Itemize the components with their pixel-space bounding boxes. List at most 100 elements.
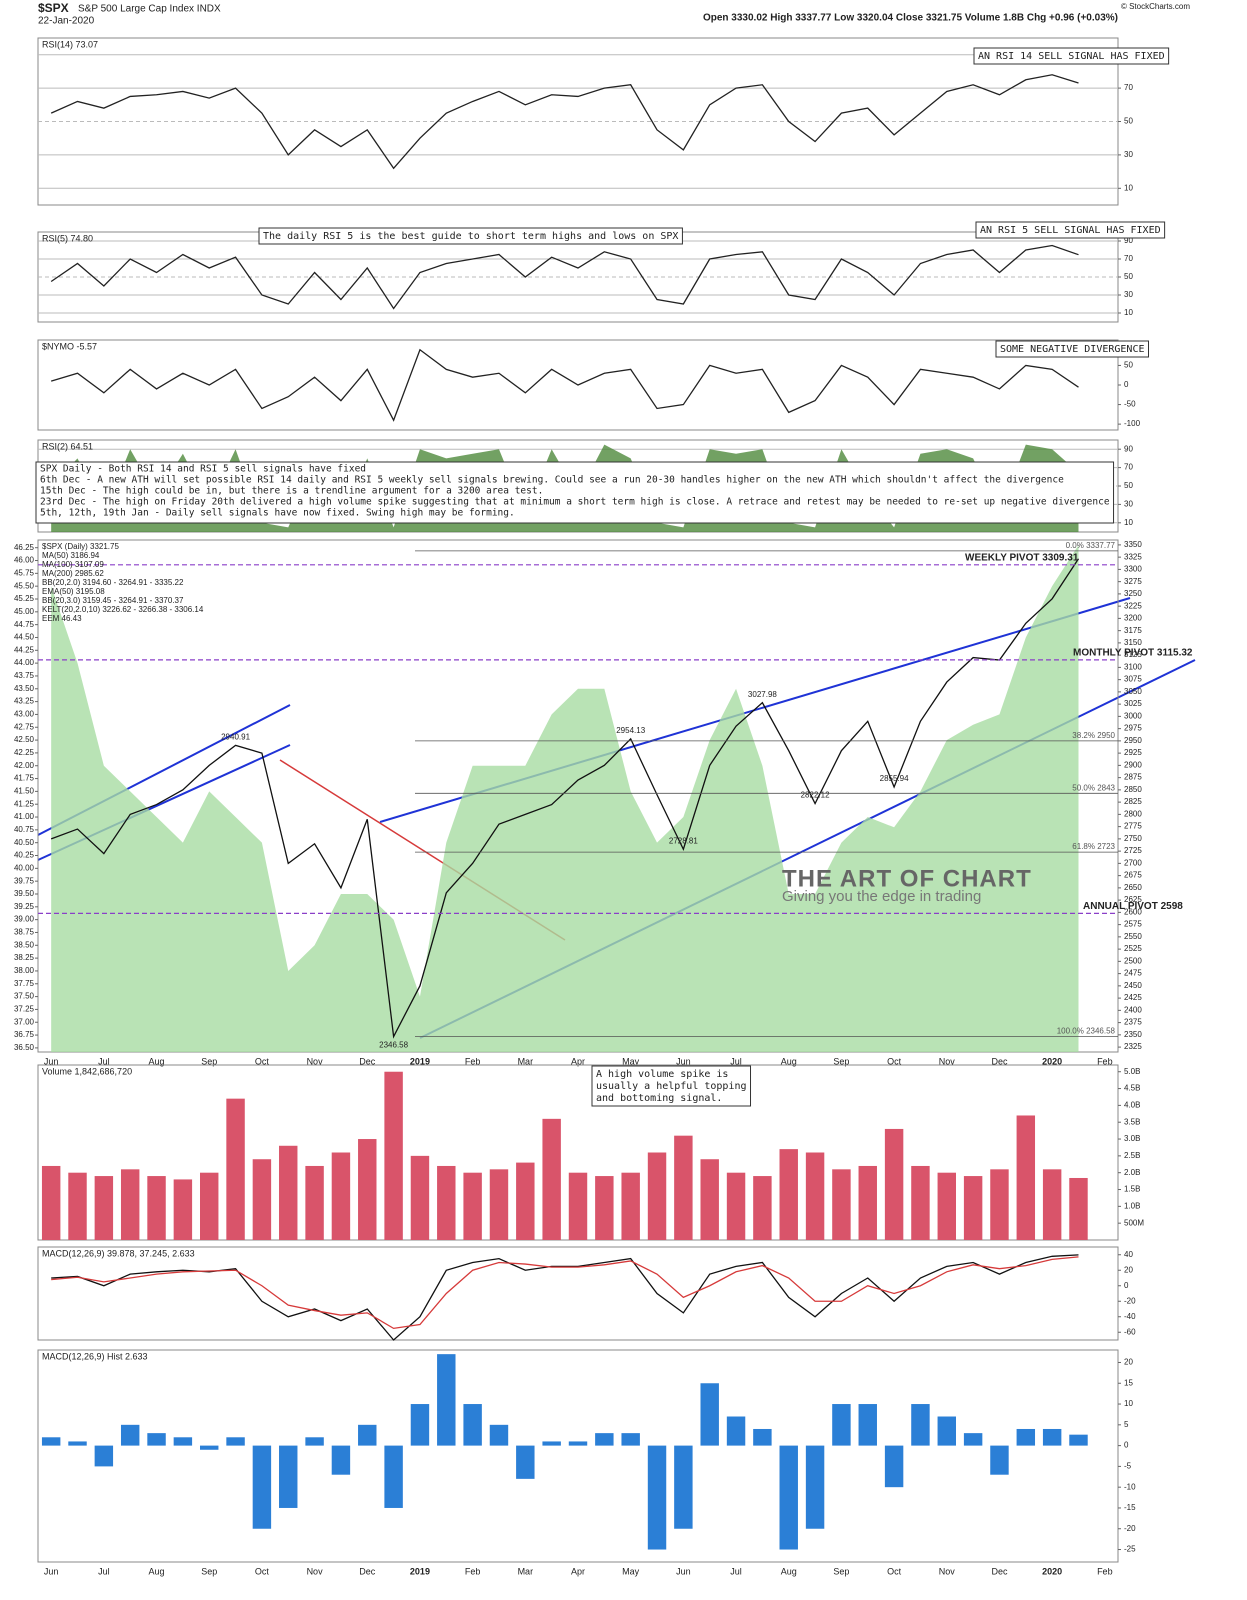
y-tick-label: 3200 (1124, 614, 1142, 623)
x-tick-label: Sep (201, 1566, 217, 1576)
panel-title: Volume 1,842,686,720 (42, 1066, 132, 1076)
bar (200, 1445, 219, 1450)
y-tick-label: 2750 (1124, 834, 1142, 843)
annotation: and bottoming signal. (596, 1093, 722, 1104)
y-tick-label: 10 (1124, 1399, 1133, 1408)
legend-entry: MA(50) 3186.94 (42, 551, 100, 560)
bar (1069, 1434, 1088, 1446)
x-tick-label: Feb (465, 1056, 481, 1066)
bar (384, 1445, 403, 1508)
y2-tick-label: 38.25 (14, 953, 35, 962)
y2-tick-label: 41.75 (14, 774, 35, 783)
y-tick-label: 0 (1124, 1441, 1129, 1450)
y2-tick-label: 38.75 (14, 928, 35, 937)
y2-tick-label: 37.75 (14, 979, 35, 988)
x-tick-label: Jun (676, 1566, 691, 1576)
y2-tick-label: 39.25 (14, 902, 35, 911)
x-tick-label: 2020 (1042, 1566, 1062, 1576)
annotation-box (973, 47, 1170, 65)
y-tick-label: 2575 (1124, 920, 1142, 929)
y-tick-label: 10 (1124, 308, 1133, 317)
bar (41, 1437, 61, 1446)
bar (94, 1176, 114, 1240)
bar (858, 1404, 877, 1446)
y-tick-label: 4.5B (1124, 1084, 1140, 1093)
bar (937, 1172, 956, 1240)
bar (120, 1424, 140, 1446)
y2-tick-label: 44.25 (14, 645, 35, 654)
line (50, 74, 1079, 170)
data-label: 2822.12 (801, 791, 830, 800)
credit: © StockCharts.com (1121, 2, 1190, 11)
y-tick-label: 2700 (1124, 858, 1142, 867)
bar (437, 1354, 456, 1446)
y-tick-label: 2450 (1124, 981, 1142, 990)
y2-tick-label: 39.75 (14, 876, 35, 885)
y-tick-label: 3125 (1124, 650, 1142, 659)
y-tick-label: -100 (1124, 419, 1141, 428)
x-tick-label: May (622, 1566, 640, 1576)
x-tick-label: Oct (887, 1056, 902, 1066)
bar (305, 1437, 324, 1446)
y2-tick-label: 45.50 (14, 581, 35, 590)
bar (963, 1176, 983, 1240)
annotation-box (995, 340, 1149, 358)
bar (252, 1159, 272, 1240)
bar (726, 1416, 746, 1446)
bar (516, 1162, 535, 1240)
y-tick-label: 30 (1124, 290, 1133, 299)
y-tick-label: -25 (1124, 1545, 1136, 1554)
bar (858, 1165, 877, 1240)
bar (647, 1152, 667, 1240)
y-tick-label: 2775 (1124, 822, 1142, 831)
y-tick-label: 3150 (1124, 638, 1142, 647)
x-tick-label: Jul (98, 1566, 110, 1576)
legend-entry: MA(200) 2985.62 (42, 569, 104, 578)
y-tick-label: 70 (1124, 463, 1133, 472)
bar (331, 1445, 351, 1475)
bar (674, 1135, 693, 1240)
y2-tick-label: 39.00 (14, 915, 35, 924)
y2-tick-label: 40.50 (14, 838, 35, 847)
x-tick-label: 2019 (410, 1056, 430, 1066)
bar (937, 1416, 956, 1446)
bar (463, 1404, 482, 1446)
bar (990, 1445, 1009, 1475)
y-tick-label: 2925 (1124, 748, 1142, 757)
bar (1016, 1428, 1036, 1446)
y2-tick-label: 37.25 (14, 1005, 35, 1014)
bar (279, 1445, 298, 1508)
note-line: SPX Daily - Both RSI 14 and RSI 5 sell s… (40, 464, 366, 475)
x-tick-label: Oct (887, 1566, 902, 1576)
area (51, 545, 1079, 1052)
y-tick-label: 10 (1124, 518, 1133, 527)
bar (595, 1176, 614, 1240)
y-tick-label: 2350 (1124, 1030, 1142, 1039)
symbol: $SPX (38, 1, 69, 15)
notes-box (35, 461, 1115, 524)
y-tick-label: 70 (1124, 254, 1133, 263)
bar (1042, 1428, 1062, 1446)
y2-tick-label: 42.25 (14, 748, 35, 757)
x-tick-label: Aug (149, 1056, 165, 1066)
panel-title: MACD(12,26,9) Hist 2.633 (42, 1351, 148, 1361)
watermark: Giving you the edge in trading (782, 888, 981, 905)
y-tick-label: 3300 (1124, 565, 1142, 574)
y2-tick-label: 44.75 (14, 620, 35, 629)
bar (832, 1169, 851, 1240)
y-tick-label: 20 (1124, 1358, 1133, 1367)
y2-tick-label: 40.25 (14, 851, 35, 860)
bar (753, 1176, 772, 1240)
x-tick-label: Jul (730, 1566, 742, 1576)
y-tick-label: 2.5B (1124, 1151, 1140, 1160)
y2-tick-label: 39.50 (14, 889, 35, 898)
y-tick-label: 5.0B (1124, 1067, 1140, 1076)
y-tick-label: 2325 (1124, 1042, 1142, 1051)
y-tick-label: 0 (1124, 1281, 1129, 1290)
y-tick-label: 15 (1124, 1378, 1133, 1387)
bar (542, 1441, 561, 1446)
y2-tick-label: 37.50 (14, 992, 35, 1001)
bar (542, 1118, 561, 1240)
panel-title: MACD(12,26,9) 39.878, 37.245, 2.633 (42, 1248, 195, 1258)
x-tick-label: 2020 (1042, 1056, 1062, 1066)
